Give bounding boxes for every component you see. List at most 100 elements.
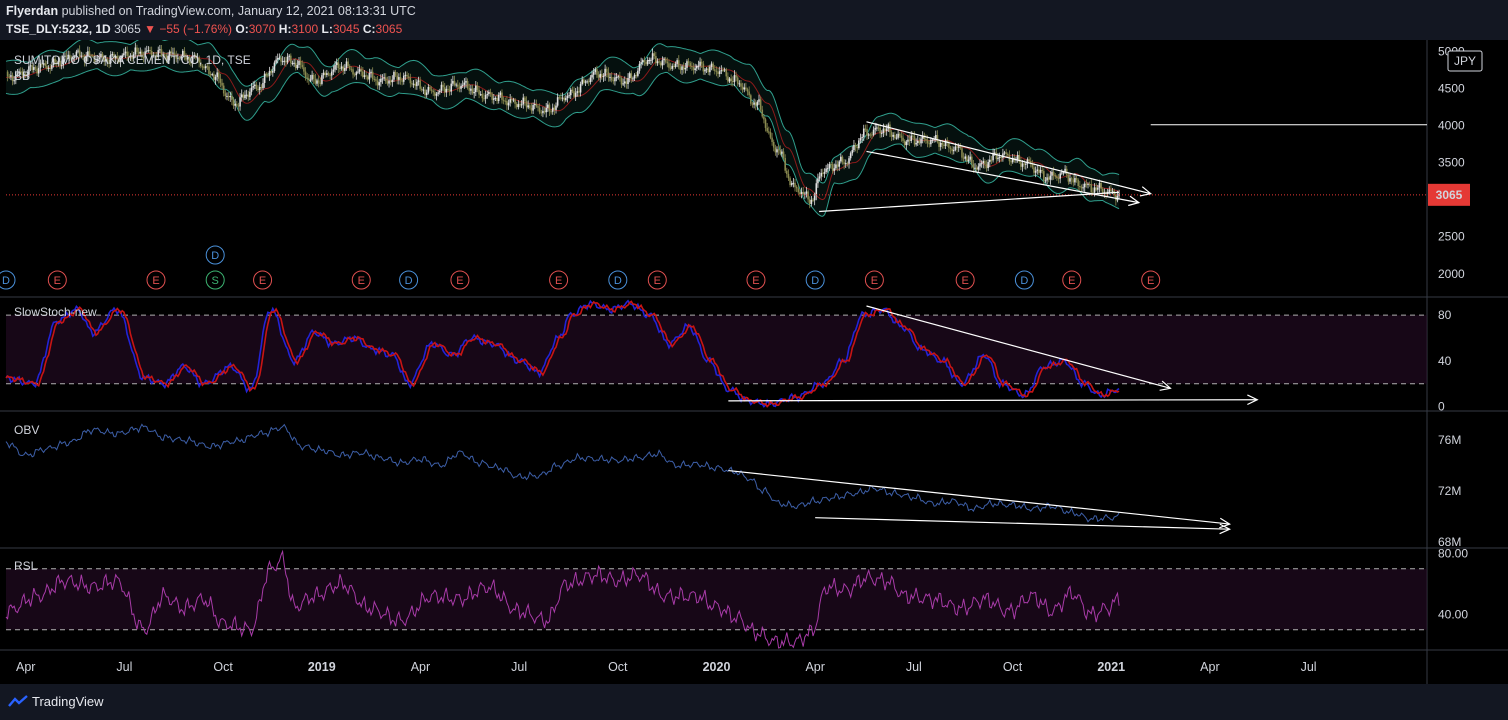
candle — [538, 107, 541, 113]
dividend-marker[interactable] — [805, 270, 825, 290]
earnings-marker[interactable] — [47, 270, 67, 290]
candle — [835, 164, 837, 169]
candle — [548, 104, 551, 112]
candle — [113, 54, 115, 59]
candle — [764, 119, 767, 128]
earnings-marker[interactable] — [1062, 270, 1082, 290]
candle — [21, 71, 24, 76]
price-trendline[interactable] — [866, 121, 1151, 195]
earnings-marker[interactable] — [253, 270, 273, 290]
earnings-marker[interactable] — [955, 270, 975, 290]
candle — [646, 60, 649, 65]
x-tick-label: Oct — [608, 660, 628, 674]
candle — [687, 61, 690, 64]
candle — [383, 77, 385, 79]
obv-trendline-arrowhead — [1219, 523, 1232, 535]
candle — [290, 55, 292, 64]
x-tick-label: Jul — [906, 660, 922, 674]
candle — [833, 168, 836, 171]
candle — [167, 56, 169, 61]
earnings-marker[interactable] — [146, 270, 166, 290]
dividend-marker[interactable] — [0, 270, 16, 290]
candle — [1067, 174, 1070, 182]
candle — [640, 62, 642, 64]
candle — [841, 156, 844, 163]
dividend-marker[interactable] — [608, 270, 628, 290]
tradingview-brand[interactable]: TradingView — [8, 694, 104, 709]
earnings-marker[interactable] — [746, 270, 766, 290]
candle — [91, 55, 94, 57]
candle — [997, 157, 999, 160]
dividend-marker[interactable] — [1014, 270, 1034, 290]
candle — [93, 56, 96, 62]
earnings-marker[interactable] — [450, 270, 470, 290]
candle — [373, 78, 376, 80]
earnings-marker[interactable] — [351, 270, 371, 290]
earnings-marker[interactable] — [1141, 270, 1161, 290]
candle — [879, 127, 881, 134]
candle — [862, 128, 865, 137]
candle — [591, 74, 593, 78]
candle — [977, 166, 980, 170]
chart-area[interactable]: DEESDEEDEEDEEDEEDEE200025003000350040004… — [0, 40, 1508, 684]
dividend-marker[interactable] — [399, 270, 419, 290]
split-marker[interactable] — [205, 270, 225, 290]
rsl-band-fill — [6, 568, 1427, 630]
candle — [29, 65, 32, 67]
candle — [1101, 188, 1104, 194]
price-trendline[interactable] — [819, 191, 1120, 213]
candle — [137, 51, 140, 54]
candle — [324, 72, 327, 75]
candle — [864, 128, 867, 130]
candle — [795, 186, 798, 189]
currency-badge[interactable] — [1447, 50, 1483, 72]
candle — [614, 77, 616, 82]
candle — [844, 163, 847, 165]
symbol-label[interactable]: TSE_DLY:5232, 1D — [6, 22, 111, 36]
candle — [1092, 192, 1094, 194]
candle — [520, 104, 523, 106]
candle — [339, 68, 341, 70]
candle — [524, 97, 526, 102]
earnings-marker[interactable] — [647, 270, 667, 290]
candle — [466, 81, 469, 89]
candle — [995, 152, 998, 160]
candle — [150, 50, 153, 56]
author-name[interactable]: Flyerdan — [6, 4, 59, 18]
candle — [754, 102, 757, 106]
earnings-marker[interactable] — [864, 270, 884, 290]
candle — [574, 92, 577, 97]
candle — [731, 81, 734, 83]
candle — [741, 86, 744, 90]
stoch-trendline[interactable] — [728, 399, 1258, 402]
candle — [702, 63, 705, 72]
earnings-marker[interactable] — [549, 270, 569, 290]
candle — [62, 56, 65, 66]
candle — [231, 95, 233, 101]
candle — [1088, 183, 1091, 185]
candle — [843, 162, 845, 165]
candle — [80, 55, 83, 57]
stoch-trendline[interactable] — [866, 305, 1171, 389]
candle — [42, 63, 45, 65]
candle — [1043, 171, 1045, 181]
y-tick-label: 3500 — [1438, 156, 1465, 170]
candle — [558, 97, 561, 99]
quote-line: TSE_DLY:5232, 1D 3065 ▼ −55 (−1.76%) O:3… — [6, 22, 402, 36]
obv-trendline[interactable] — [815, 517, 1230, 530]
candle — [746, 89, 749, 92]
candle — [992, 152, 994, 161]
candle — [380, 78, 382, 83]
candle — [794, 182, 796, 187]
candle — [83, 56, 86, 62]
candle — [118, 58, 120, 63]
dividend-marker[interactable] — [205, 245, 225, 265]
candle — [694, 68, 696, 71]
candle — [195, 55, 197, 58]
obv-trendline[interactable] — [728, 469, 1230, 525]
y-tick-label: 2000 — [1438, 267, 1465, 281]
candle — [258, 86, 261, 91]
candle — [501, 92, 503, 100]
candle — [705, 68, 708, 70]
candle — [866, 129, 868, 136]
